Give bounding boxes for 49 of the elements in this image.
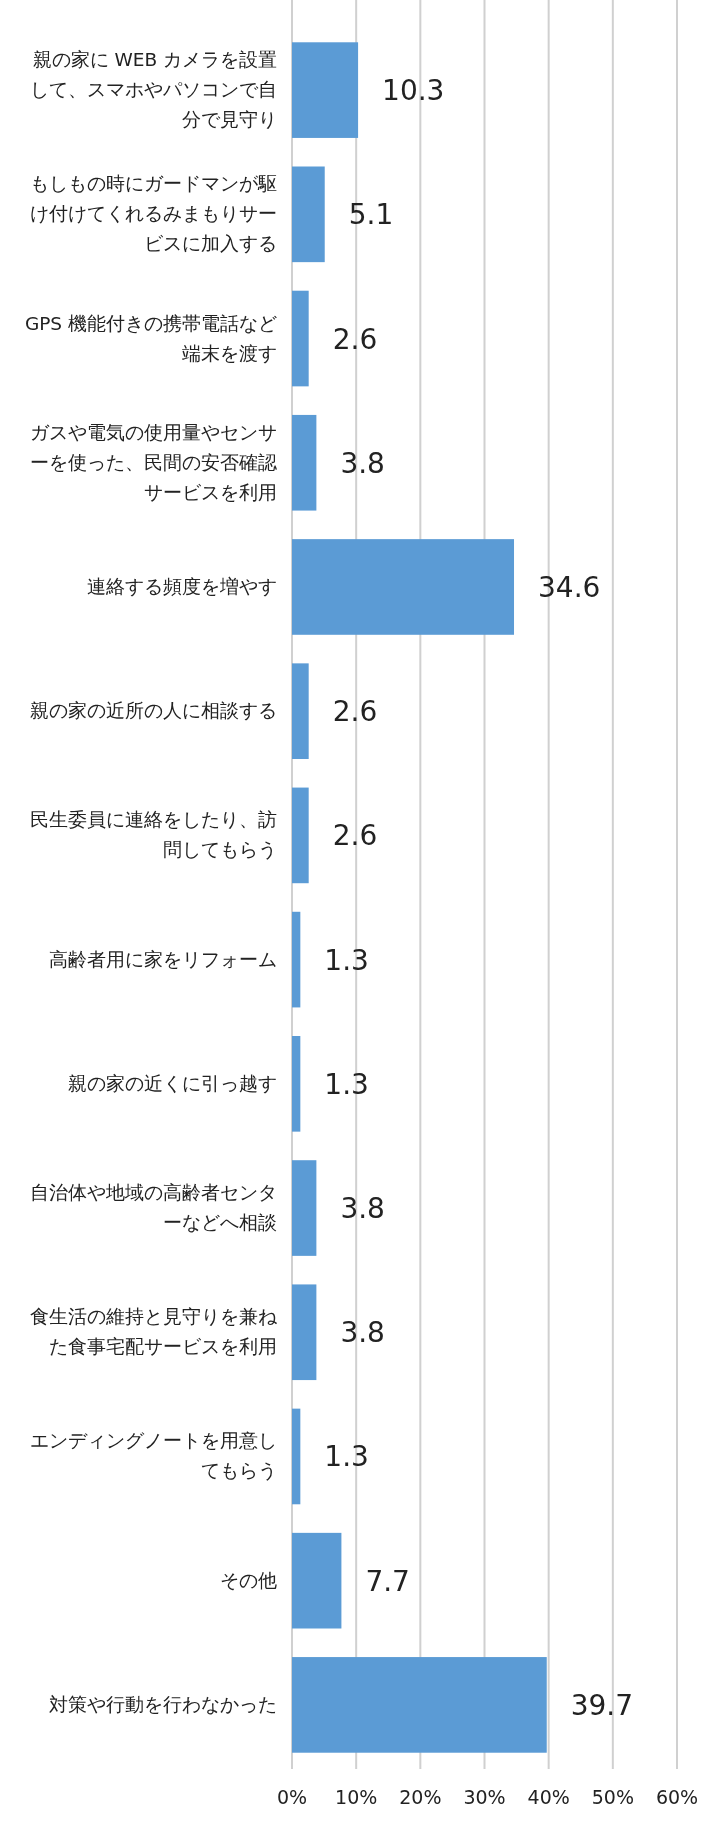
bar: [292, 663, 309, 759]
y-tick-label: その他: [220, 1568, 277, 1593]
data-label: 5.1: [348, 198, 394, 232]
bar: [292, 1160, 317, 1256]
data-label: 39.7: [570, 1688, 634, 1722]
x-tick-label: 10%: [335, 1786, 378, 1808]
bar: [292, 1532, 342, 1629]
y-tick-label: ガスや電気の使用量やセンサーを使った、民間の安否確認サービスを利用: [29, 420, 277, 505]
x-tick-label: 20%: [399, 1786, 442, 1808]
data-label: 10.3: [382, 74, 445, 108]
y-tick-label: 民生委員に連絡をしたり、訪問してもらう: [29, 808, 277, 863]
bar: [292, 166, 325, 263]
y-tick-label: GPS 機能付きの携帯電話など端末を渡す: [23, 311, 277, 366]
x-tick-label: 60%: [655, 1786, 699, 1808]
y-tick-label: 食生活の維持と見守りを兼ねた食事宅配サービスを利用: [29, 1305, 277, 1360]
data-label: 3.8: [340, 1192, 385, 1226]
bar: [292, 1284, 317, 1381]
bar: [292, 539, 515, 635]
y-tick-label: 自治体や地域の高齢者センターなどへ相談: [29, 1181, 277, 1235]
data-label: 34.6: [538, 570, 601, 604]
y-tick-label: 親の家の近くに引っ越す: [68, 1071, 277, 1096]
x-tick-label: 0%: [276, 1786, 308, 1808]
bar: [292, 787, 309, 884]
y-tick-label: 連絡する頻度を増やす: [87, 574, 277, 599]
bar: [292, 42, 359, 138]
y-tick-label: 親の家に WEB カメラを設置して、スマホやパソコンで自分で見守り: [29, 48, 277, 133]
data-label: 7.7: [365, 1564, 410, 1598]
data-label: 2.6: [332, 819, 378, 853]
bar: [292, 290, 309, 387]
y-tick-label: もしもの時にガードマンが駆け付けてくれるみまもりサービスに加入する: [29, 172, 277, 257]
data-label: 3.8: [340, 446, 385, 480]
data-label: 2.6: [332, 322, 378, 356]
y-tick-label: 高齢者用に家をリフォーム: [49, 947, 277, 972]
data-label: 3.8: [340, 1316, 385, 1350]
data-label: 2.6: [332, 695, 378, 729]
bar: [292, 1408, 301, 1505]
data-label: 1.3: [324, 943, 369, 977]
x-tick-label: 50%: [591, 1786, 634, 1808]
data-label: 1.3: [324, 1067, 369, 1101]
data-label: 1.3: [324, 1440, 369, 1474]
x-tick-label: 30%: [463, 1786, 506, 1808]
y-tick-label: エンディングノートを用意してもらう: [29, 1429, 277, 1484]
x-tick-label: 40%: [527, 1786, 570, 1808]
bar: [292, 414, 317, 511]
bar: [292, 1657, 547, 1753]
y-tick-label: 親の家の近所の人に相談する: [30, 699, 277, 724]
bar: [292, 1036, 301, 1132]
y-tick-label: 対策や行動を行わなかった: [49, 1692, 277, 1717]
bar: [292, 911, 301, 1008]
